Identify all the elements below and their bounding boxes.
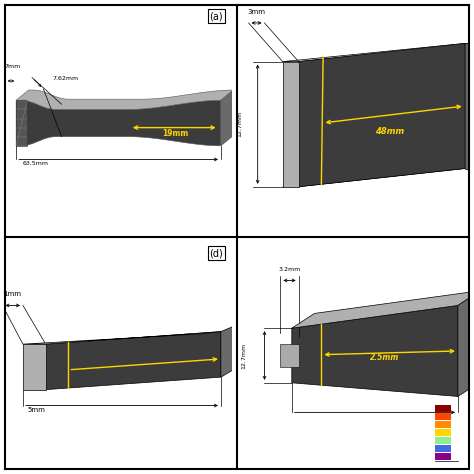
Polygon shape	[16, 90, 233, 109]
Bar	[435, 453, 451, 460]
Polygon shape	[221, 90, 233, 146]
Bar	[435, 437, 451, 444]
Text: 3mm: 3mm	[247, 9, 265, 15]
Text: 48mm: 48mm	[375, 128, 404, 137]
Text: 3.2mm: 3.2mm	[278, 267, 301, 273]
Text: 2.5mm: 2.5mm	[370, 353, 400, 362]
Text: 1mm: 1mm	[4, 292, 22, 297]
Polygon shape	[23, 344, 46, 390]
Polygon shape	[16, 100, 27, 146]
Polygon shape	[283, 44, 474, 62]
Text: 7.62mm: 7.62mm	[53, 76, 79, 81]
Polygon shape	[283, 62, 299, 187]
Polygon shape	[281, 344, 299, 367]
Text: (a): (a)	[210, 11, 223, 21]
Text: 19mm: 19mm	[162, 128, 189, 137]
Polygon shape	[283, 169, 465, 187]
Bar	[435, 413, 451, 420]
Text: 5mm: 5mm	[27, 407, 46, 413]
Polygon shape	[221, 326, 235, 377]
Polygon shape	[458, 291, 474, 396]
Text: 12.7mm: 12.7mm	[242, 342, 246, 369]
Bar	[435, 421, 451, 428]
Polygon shape	[23, 332, 221, 344]
Polygon shape	[465, 44, 474, 169]
Polygon shape	[46, 332, 221, 390]
Text: 12.7mm: 12.7mm	[237, 111, 242, 137]
Text: 7mm: 7mm	[5, 64, 21, 70]
Polygon shape	[292, 305, 458, 396]
Text: 63.5mm: 63.5mm	[23, 161, 49, 166]
Bar	[435, 445, 451, 452]
Bar	[435, 429, 451, 436]
Polygon shape	[292, 291, 474, 328]
Polygon shape	[16, 100, 221, 146]
Bar	[435, 405, 451, 412]
Polygon shape	[299, 44, 465, 187]
Text: (d): (d)	[210, 248, 223, 258]
